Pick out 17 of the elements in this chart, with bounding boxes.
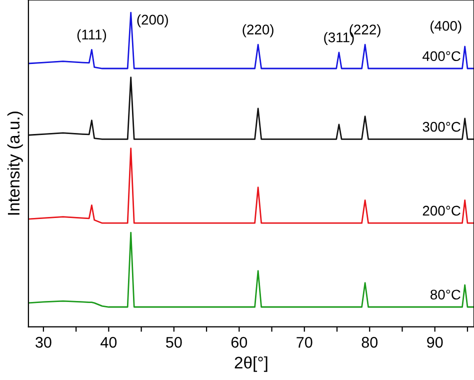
x-tick-label: 80 [362,336,378,348]
x-tick-label: 60 [231,336,248,348]
x-tick-label: 90 [427,336,443,348]
series-label: 300°C [422,122,460,132]
x-tick-label: 30 [36,336,52,348]
x-tick-label: 40 [100,336,117,348]
series-label: 200°C [422,206,460,216]
y-axis-title: Intensity (a.u.) [7,112,23,215]
annotation: (111) [77,29,106,42]
annotation: (200) [137,14,168,28]
series-label: 80°C [430,290,460,300]
x-tick-label: 50 [166,336,182,348]
series-label: 400°C [422,51,460,62]
annotation: (220) [242,24,274,38]
x-tick-label: 70 [296,336,312,348]
annotation: (400) [430,20,462,34]
x-axis-title: 2θ[°] [234,356,268,372]
